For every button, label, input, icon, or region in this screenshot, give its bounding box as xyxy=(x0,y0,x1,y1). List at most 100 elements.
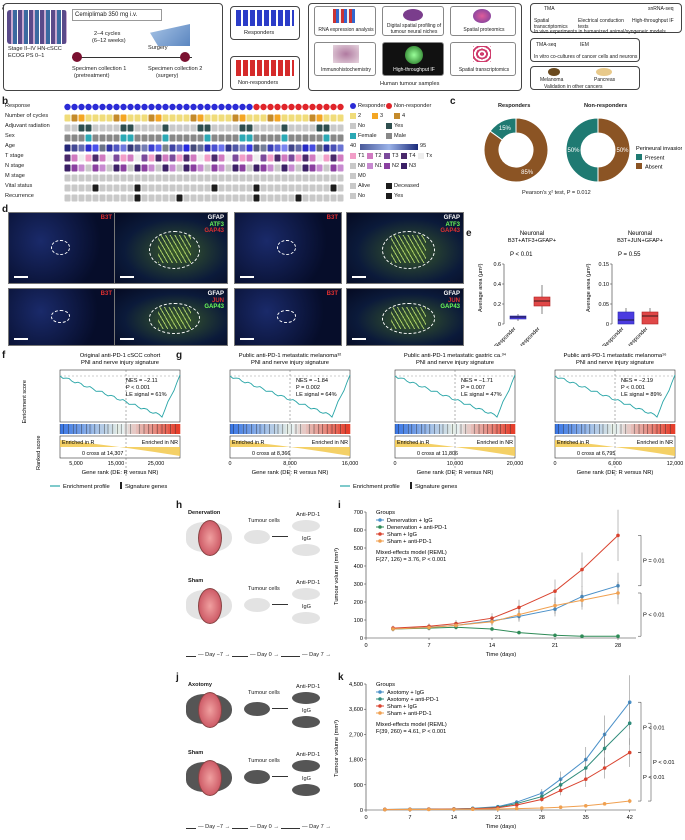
gsea-xtick: 0 xyxy=(554,461,557,467)
non-responders-label: Non-responders xyxy=(238,80,279,86)
pni-donut-charts: 15% 85% 50% 50% Perineural invasion Present Ab… xyxy=(483,117,682,183)
validation-box-1 xyxy=(530,3,682,33)
response-dot xyxy=(267,103,274,111)
oncoprint-cell xyxy=(190,164,197,172)
model-stat: F(39, 260) = 4.61, P < 0.001 xyxy=(376,729,446,735)
oncoprint-cell xyxy=(253,164,260,172)
panel-letter-i: i xyxy=(338,500,341,511)
nerve-outline xyxy=(148,303,201,334)
oncoprint-cell xyxy=(267,194,274,202)
oncoprint-cell xyxy=(183,134,190,142)
legend-text: No xyxy=(358,123,366,129)
gsea-enrichment-profile-1 xyxy=(229,374,351,418)
response-dot xyxy=(148,103,155,111)
nerve-outline xyxy=(51,239,71,255)
gsea-xtick: 8,000 xyxy=(283,461,297,467)
ytick-label: 0 xyxy=(360,636,363,642)
oncoprint-cell xyxy=(274,194,281,202)
series-line-0 xyxy=(384,701,631,810)
oncoprint-cell xyxy=(260,114,267,122)
oncoprint-cell xyxy=(253,194,260,202)
oncoprint-cell xyxy=(302,124,309,132)
oncoprint-cell xyxy=(85,124,92,132)
gsea-rank-bar xyxy=(643,424,648,434)
gsea-rank-bar xyxy=(310,424,315,434)
channel-label: GAP43 xyxy=(204,228,224,235)
oncoprint-cell xyxy=(274,134,281,142)
oncoprint-cell xyxy=(330,194,337,202)
gsea-rank-bar xyxy=(68,424,73,434)
scale-bar xyxy=(352,338,366,340)
oncoprint-cell xyxy=(295,124,302,132)
oncoprint-cell xyxy=(85,134,92,142)
oncoprint-cell xyxy=(120,144,127,152)
xtick-label: 28 xyxy=(539,815,545,821)
legend-swatch xyxy=(350,153,356,159)
gsea-ranked-area xyxy=(555,440,675,456)
xtick-label: 0 xyxy=(364,643,367,649)
j-diag-arrow-1 xyxy=(272,776,288,777)
oncoprint-cell xyxy=(323,184,330,192)
gsea-rank-bar xyxy=(298,424,303,434)
oncoprint-cell xyxy=(148,144,155,152)
response-dot xyxy=(134,103,141,111)
right-box-melanoma: Melanoma xyxy=(540,77,564,83)
oncoprint-cell xyxy=(134,194,141,202)
gsea-rank-bar xyxy=(559,424,564,434)
oncoprint-cell xyxy=(120,194,127,202)
oncoprint-cell xyxy=(302,114,309,122)
legend-swatch xyxy=(386,103,392,109)
gsea-rank-bar xyxy=(238,424,243,434)
oncoprint-cell xyxy=(183,174,190,182)
oncoprint-cell xyxy=(64,154,71,162)
oncoprint-cell xyxy=(71,124,78,132)
gsea-rank-bar xyxy=(603,424,608,434)
oncoprint-cell xyxy=(169,174,176,182)
oncoprint-cell xyxy=(113,114,120,122)
oncoprint-cell xyxy=(64,194,71,202)
oncoprint-cell xyxy=(120,184,127,192)
series-point-3 xyxy=(583,804,588,808)
p-bracket-0 xyxy=(638,701,642,753)
series-point-3 xyxy=(427,625,431,630)
h-diag-arrow-1 xyxy=(272,604,288,605)
oncoprint-cell xyxy=(260,124,267,132)
right-box-tmaseq: TMA-seq xyxy=(536,42,557,48)
fibre-signal xyxy=(157,235,192,264)
gsea-rank-bar xyxy=(555,424,560,434)
channel-label: B3T xyxy=(100,291,112,297)
gsea-rank-bar xyxy=(322,424,327,434)
legend-swatch xyxy=(386,123,392,129)
oncoprint-cell xyxy=(239,134,246,142)
j-diag-mouse-treat-0 xyxy=(292,692,320,704)
e-box xyxy=(533,296,551,307)
oncoprint-cell xyxy=(323,144,330,152)
series-point-3 xyxy=(454,623,458,628)
legend-swatch xyxy=(418,153,424,159)
series-point-1 xyxy=(540,794,544,799)
right-box-htif: High-throughput IF xyxy=(632,18,674,24)
gsea-subtitle-2: PNI and nerve injury signature xyxy=(416,360,494,366)
oncoprint-cell xyxy=(106,114,113,122)
oncoprint-cell xyxy=(78,174,85,182)
j-diag-group-label-1: Sham xyxy=(188,750,204,756)
oncoprint-cell xyxy=(64,134,71,142)
oncoprint-cell xyxy=(302,184,309,192)
specimen-1-icon xyxy=(72,52,82,62)
gsea-rank-bar xyxy=(447,424,452,434)
gsea-rank-bar xyxy=(112,424,117,434)
oncoprint-cell xyxy=(330,164,337,172)
oncoprint-cell xyxy=(204,164,211,172)
gsea-xlabel-g3: Gene rank (DE: R versus NR) xyxy=(577,470,654,476)
oncoprint-cell xyxy=(190,124,197,132)
oncoprint-cell xyxy=(267,174,274,182)
method-htif: High-throughput IF xyxy=(382,42,444,76)
response-dot xyxy=(176,103,183,111)
micrograph-0-0: B3T xyxy=(8,212,116,284)
oncoprint-cell xyxy=(274,174,281,182)
gsea-enriched-nr: Enriched in NR xyxy=(312,440,348,446)
oncoprint-cell xyxy=(183,124,190,132)
j-diag-mouse-small-1 xyxy=(244,770,270,784)
oncoprint-cell xyxy=(169,154,176,162)
oncoprint-cell xyxy=(155,144,162,152)
